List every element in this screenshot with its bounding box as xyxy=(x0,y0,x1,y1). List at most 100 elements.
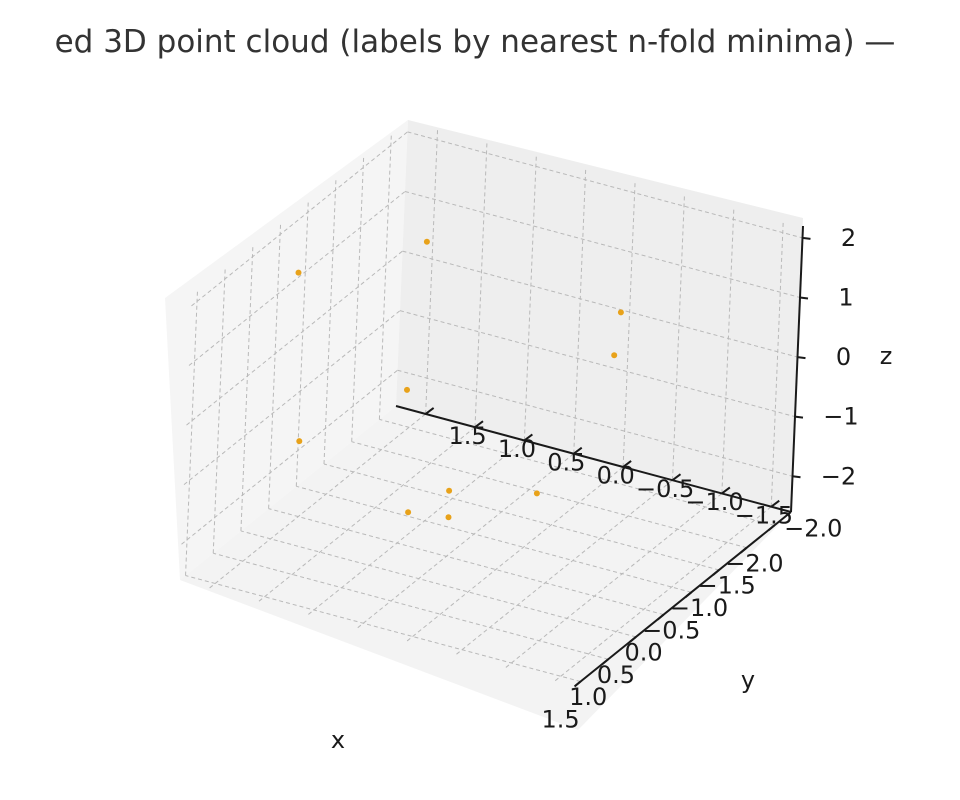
y-grid-left xyxy=(425,127,439,414)
x-tick-label: −1.0 xyxy=(670,594,728,622)
z-grid-back xyxy=(399,310,796,418)
x-grid-back xyxy=(323,177,337,465)
y-grid-left xyxy=(721,207,735,494)
z-tick-label: 0 xyxy=(836,343,851,371)
data-point xyxy=(296,438,303,445)
data-point xyxy=(423,238,430,245)
pane-back xyxy=(396,120,803,512)
y-axis-line xyxy=(395,405,792,513)
pane-floor xyxy=(180,406,791,730)
z-grid-left xyxy=(181,369,398,545)
z-grid-back xyxy=(397,369,793,477)
y-grid-floor xyxy=(406,466,624,642)
x-axis-line xyxy=(574,511,792,687)
y-tick-mark xyxy=(523,433,533,442)
data-point xyxy=(295,269,302,276)
x-tick-mark xyxy=(629,636,637,643)
x-tick-label: 0.5 xyxy=(597,661,635,689)
z-tick-mark xyxy=(792,475,801,479)
x-grid-back xyxy=(212,267,226,554)
data-point xyxy=(445,514,452,521)
data-point xyxy=(446,487,453,494)
z-grid-left xyxy=(188,191,406,366)
y-tick-label: −1.5 xyxy=(735,501,793,529)
y-tick-mark xyxy=(474,420,484,429)
chart-title: ed 3D point cloud (labels by nearest n-f… xyxy=(55,24,896,60)
data-points xyxy=(295,238,624,521)
y-tick-label: −1.0 xyxy=(685,488,743,516)
y-tick-mark xyxy=(573,446,583,455)
z-grid-left xyxy=(183,310,401,486)
x-tick-mark xyxy=(656,613,665,621)
y-grid-floor xyxy=(357,453,575,629)
y-grid-floor xyxy=(456,479,673,655)
x-grid-floor xyxy=(185,575,581,683)
x-axis-label: x xyxy=(331,726,345,754)
x-grid-floor xyxy=(351,441,747,549)
z-tick-label: 2 xyxy=(841,224,856,252)
y-grid-left xyxy=(474,141,488,428)
x-grid-back xyxy=(351,155,365,442)
x-tick-label: 0.0 xyxy=(625,639,663,667)
x-tick-mark xyxy=(712,569,720,576)
gridlines xyxy=(181,127,803,683)
y-tick-label: −0.5 xyxy=(636,475,694,503)
z-tick-mark xyxy=(802,236,811,240)
data-point xyxy=(533,490,540,497)
y-tick-mark xyxy=(622,460,632,468)
data-point xyxy=(611,352,618,359)
data-point xyxy=(404,386,410,393)
y-tick-label: 0.5 xyxy=(547,448,585,476)
y-grid-left xyxy=(523,154,537,441)
y-grid-floor xyxy=(209,413,426,589)
z-grid-left xyxy=(186,250,403,426)
x-tick-label: −2.0 xyxy=(725,549,783,577)
x-grid-back xyxy=(378,133,392,420)
x-tick-mark xyxy=(767,524,776,532)
z-tick-mark xyxy=(799,296,809,300)
z-grid-left xyxy=(191,131,408,307)
x-grid-floor xyxy=(213,552,609,660)
x-tick-label: −1.5 xyxy=(698,572,756,600)
y-grid-left xyxy=(770,220,784,507)
x-tick-mark xyxy=(601,658,609,665)
z-tick-mark xyxy=(794,415,804,419)
axes xyxy=(395,225,811,688)
x-tick-mark xyxy=(684,591,692,599)
y-grid-floor xyxy=(308,440,525,615)
y-grid-floor xyxy=(258,426,476,602)
y-grid-left xyxy=(622,180,636,467)
y-grid-floor xyxy=(505,493,723,668)
z-grid-back xyxy=(402,250,798,358)
x-tick-label: 1.5 xyxy=(541,706,579,734)
y-grid-floor xyxy=(554,506,772,682)
x-grid-back xyxy=(240,244,254,531)
y-tick-mark xyxy=(770,499,780,508)
x-tick-mark xyxy=(740,546,748,554)
y-tick-mark xyxy=(671,473,682,482)
x-tick-mark xyxy=(573,680,582,688)
data-point xyxy=(617,309,624,316)
x-grid-floor xyxy=(240,530,637,638)
y-tick-label: 0.0 xyxy=(597,462,635,490)
y-grid-left xyxy=(573,167,587,454)
x-grid-floor xyxy=(296,485,692,593)
pane-left xyxy=(165,120,408,580)
x-tick-label: −0.5 xyxy=(642,616,700,644)
y-tick-label: −2.0 xyxy=(784,515,842,543)
y-grid-left xyxy=(672,194,685,481)
y-tick-label: 1.5 xyxy=(449,422,487,450)
x-grid-floor xyxy=(268,508,664,616)
x-grid-back xyxy=(185,289,199,576)
y-axis-label: y xyxy=(741,666,755,694)
z-tick-label: 1 xyxy=(838,284,853,312)
x-grid-floor xyxy=(323,463,720,571)
y-tick-mark xyxy=(425,407,435,415)
z-grid-back xyxy=(404,191,801,298)
x-grid-back xyxy=(295,200,309,487)
z-grid-back xyxy=(407,131,803,239)
z-tick-mark xyxy=(797,356,806,360)
tick-labels: −2.0−1.5−1.0−0.50.00.51.01.5−2.0−1.5−1.0… xyxy=(449,224,859,734)
z-axis-line xyxy=(790,225,804,513)
